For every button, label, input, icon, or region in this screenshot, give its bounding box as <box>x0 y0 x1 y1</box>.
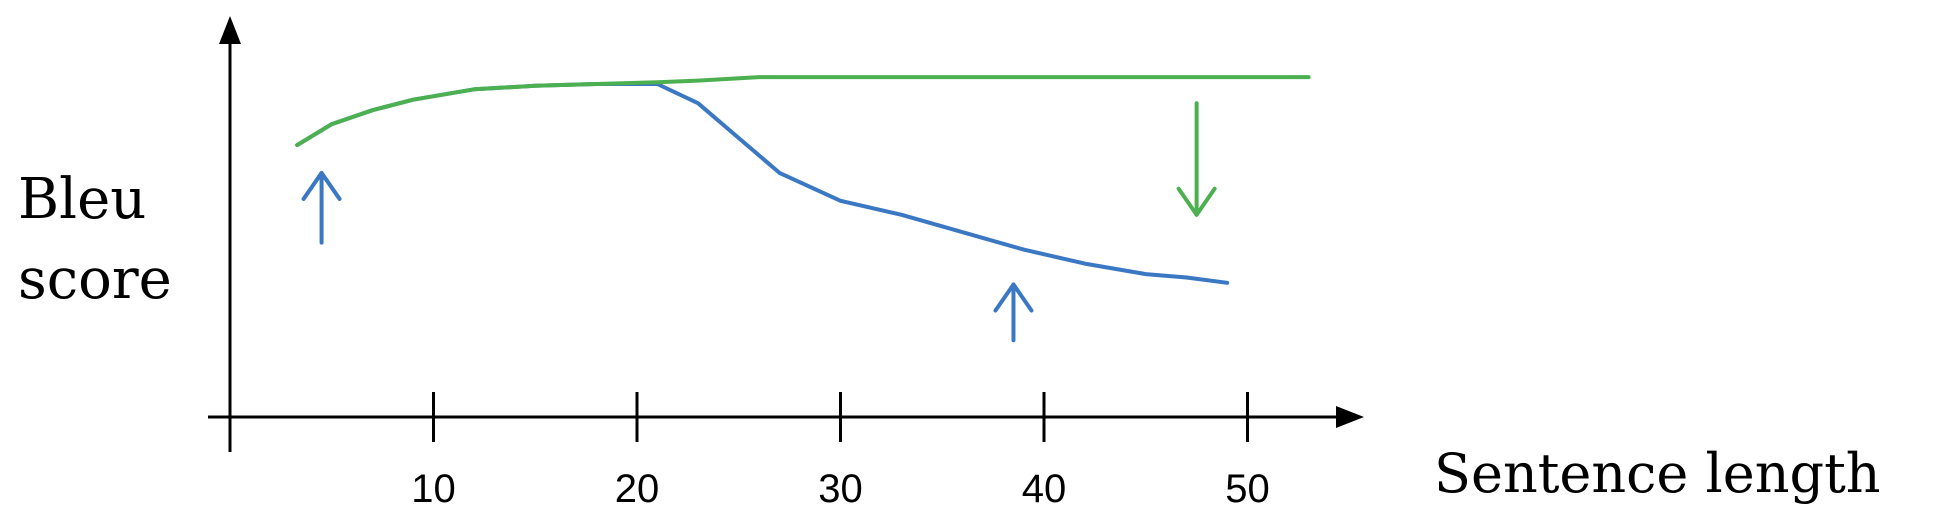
y-axis-arrowhead <box>219 16 241 44</box>
annotation-arrow-1 <box>301 170 342 245</box>
axes <box>208 16 1364 452</box>
y-axis-label-line-2: score <box>18 247 172 312</box>
annotation-arrow-3 <box>1176 101 1217 217</box>
x-ticks: 10 20 30 40 50 <box>411 392 1270 511</box>
x-tick-label: 40 <box>1022 467 1067 511</box>
annotation-arrow-2 <box>993 282 1034 343</box>
series-line-1 <box>295 82 1230 285</box>
x-axis-arrowhead <box>1336 406 1364 428</box>
series-line-2 <box>295 75 1311 148</box>
x-tick-label: 50 <box>1225 467 1270 511</box>
annotations <box>301 101 1217 343</box>
series-group <box>295 75 1311 285</box>
annotation-arrow-head <box>993 282 1034 313</box>
x-axis-label: Sentence length <box>1434 442 1881 505</box>
annotation-arrow-head <box>1176 186 1217 217</box>
y-axis-label-line-1: Bleu <box>18 167 146 232</box>
x-tick-label: 10 <box>411 467 456 511</box>
x-tick-label: 30 <box>818 467 863 511</box>
annotation-arrow-head <box>301 170 342 201</box>
x-tick-label: 20 <box>615 467 660 511</box>
